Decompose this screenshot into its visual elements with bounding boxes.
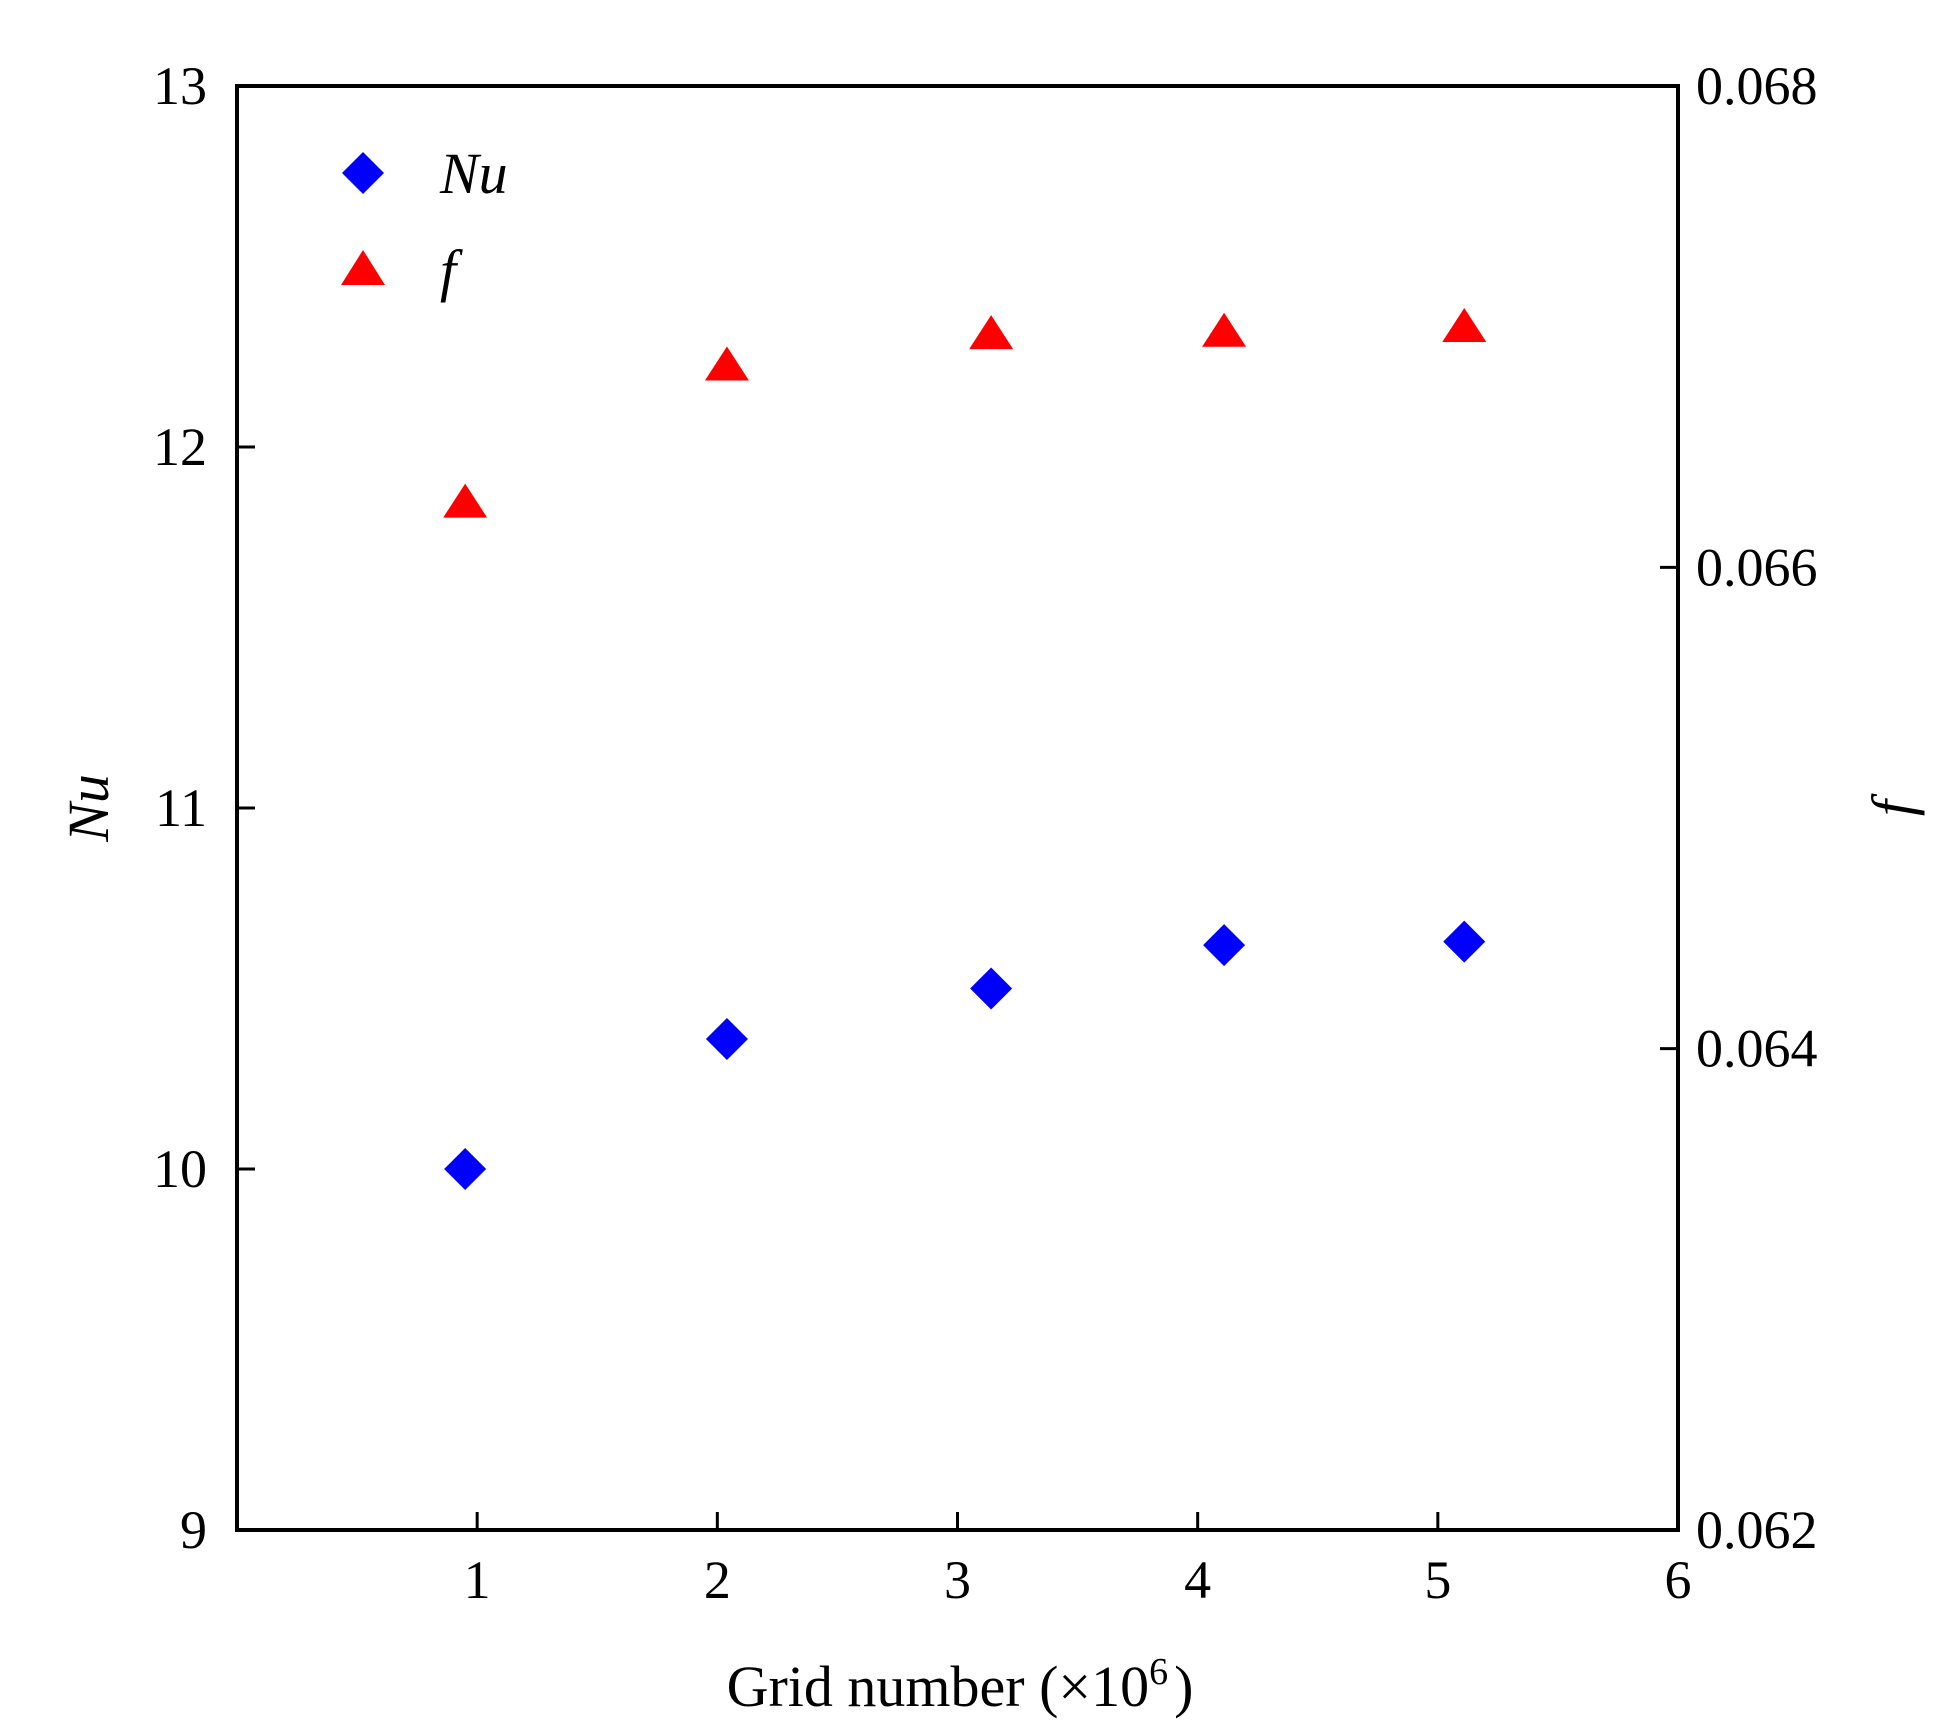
y-right-axis-ticks: 0.062 0.064 0.066 0.068: [1660, 56, 1818, 1560]
x-axis-title: Grid number (×106): [727, 1651, 1194, 1719]
x-axis-title-text: Grid number (×10: [727, 1654, 1150, 1719]
x-axis-title-exponent: 6: [1149, 1651, 1168, 1693]
legend-f-marker: [341, 250, 385, 285]
legend: Nu f: [341, 141, 508, 303]
y-right-tick-label: 0.064: [1696, 1019, 1818, 1079]
point-nu-1: [444, 1148, 487, 1190]
legend-f-label: f: [440, 238, 463, 303]
point-f-5: [1442, 307, 1487, 342]
x-axis-title-close: ): [1174, 1654, 1193, 1719]
legend-nu-marker: [342, 152, 384, 194]
y-left-axis-ticks: 9 10 11 12 13: [153, 56, 255, 1560]
point-nu-4: [1203, 924, 1246, 967]
x-tick-label: 4: [1184, 1550, 1211, 1610]
y-right-axis-title: f: [1860, 793, 1925, 816]
point-nu-3: [970, 967, 1013, 1010]
y-right-tick-label: 0.066: [1696, 537, 1818, 597]
x-axis-ticks: 1 2 3 4 5 6: [464, 1512, 1692, 1610]
y-left-axis-title: Nu: [56, 774, 121, 843]
y-left-tick-label: 13: [153, 56, 207, 116]
point-f-4: [1202, 312, 1247, 347]
y-left-tick-label: 12: [153, 417, 207, 477]
point-nu-5: [1443, 920, 1486, 963]
legend-nu-label: Nu: [439, 141, 508, 206]
y-left-tick-label: 11: [155, 778, 207, 838]
y-right-tick-label: 0.062: [1696, 1500, 1818, 1560]
y-left-tick-label: 9: [180, 1500, 207, 1560]
x-tick-label: 6: [1665, 1550, 1692, 1610]
x-tick-label: 1: [464, 1550, 491, 1610]
x-tick-label: 2: [704, 1550, 731, 1610]
point-f-2: [704, 346, 749, 381]
point-nu-2: [705, 1018, 748, 1061]
y-left-tick-label: 10: [153, 1139, 207, 1199]
y-right-tick-label: 0.068: [1696, 56, 1818, 116]
point-f-3: [969, 315, 1014, 350]
x-tick-label: 3: [944, 1550, 971, 1610]
point-f-1: [443, 483, 488, 518]
data-points: [443, 307, 1487, 1190]
x-tick-label: 5: [1424, 1550, 1451, 1610]
